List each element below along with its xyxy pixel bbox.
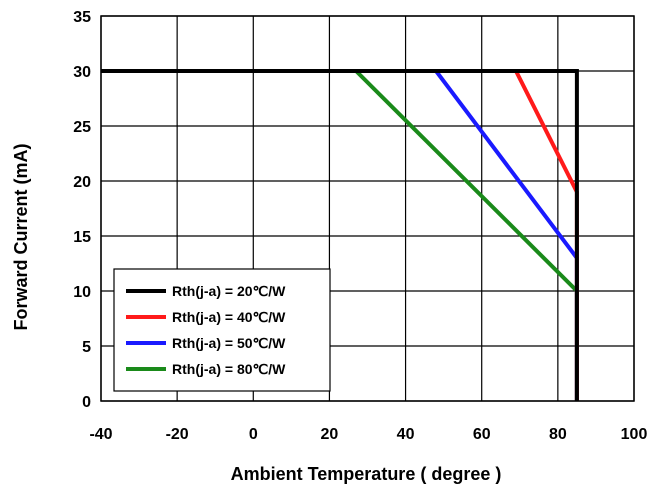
y-tick-label: 20 [73, 174, 91, 191]
x-tick-label: 100 [621, 426, 648, 443]
y-tick-label: 15 [73, 229, 91, 246]
y-tick-label: 30 [73, 64, 91, 81]
legend-label: Rth(j-a) = 20℃/W [172, 283, 286, 299]
x-axis-title: Ambient Temperature ( degree ) [231, 464, 502, 484]
x-tick-label: 20 [321, 426, 339, 443]
legend-label: Rth(j-a) = 80℃/W [172, 361, 286, 377]
x-tick-label: 0 [249, 426, 258, 443]
y-tick-label: 10 [73, 284, 91, 301]
x-tick-label: 80 [549, 426, 567, 443]
legend-label: Rth(j-a) = 40℃/W [172, 309, 286, 325]
x-tick-label: -20 [166, 426, 189, 443]
series-group [101, 69, 579, 401]
y-tick-label: 25 [73, 119, 91, 136]
y-tick-label: 35 [73, 9, 91, 26]
plot-frame [100, 15, 635, 402]
x-tick-label: 60 [473, 426, 491, 443]
x-tick-label: 40 [397, 426, 415, 443]
y-tick-label: 5 [82, 339, 91, 356]
tick-labels: -40 -20 0 20 40 60 80 100 0 5 10 15 20 25 30 35 [73, 9, 647, 443]
series-line-1 [101, 69, 579, 401]
y-tick-label: 0 [82, 394, 91, 411]
x-tick-label: -40 [89, 426, 112, 443]
legend-label: Rth(j-a) = 50℃/W [172, 335, 286, 351]
legend: Rth(j-a) = 20℃/W Rth(j-a) = 40℃/W Rth(j-a)… [113, 268, 331, 392]
y-axis-title: Forward Current (mA) [11, 143, 31, 330]
